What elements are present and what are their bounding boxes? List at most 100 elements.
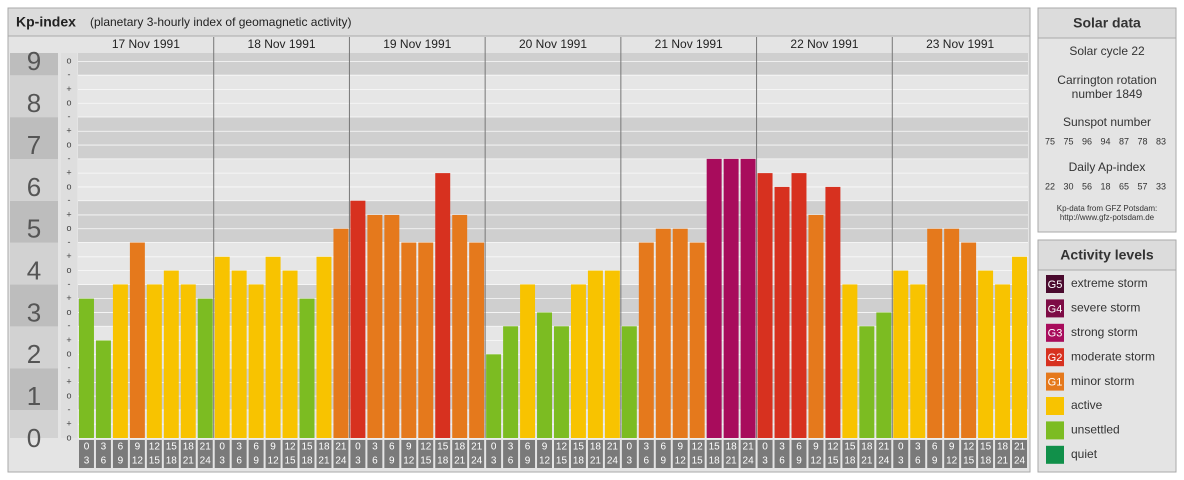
- hour-start-label: 3: [236, 442, 242, 453]
- ap-value: 57: [1137, 181, 1147, 191]
- hour-end-label: 15: [692, 456, 704, 467]
- y-tick-label: 1: [27, 381, 41, 411]
- legend-title-bar: [1037, 239, 1177, 271]
- ap-value: 30: [1063, 181, 1073, 191]
- minor-tick-label: -: [68, 404, 71, 414]
- bar: [503, 326, 519, 438]
- hour-box: [367, 440, 383, 468]
- bar: [740, 158, 756, 438]
- hour-start-label: 15: [437, 442, 449, 453]
- hour-box: [435, 440, 451, 468]
- hour-end-label: 9: [253, 456, 259, 467]
- ap-value: 56: [1082, 181, 1092, 191]
- bar: [570, 284, 586, 438]
- ap-value: 65: [1119, 181, 1129, 191]
- bar: [79, 298, 94, 438]
- y-tick-label: 6: [27, 172, 41, 202]
- hour-box: [79, 440, 94, 468]
- bar: [163, 270, 179, 438]
- hour-box: [859, 440, 875, 468]
- bar: [723, 158, 739, 438]
- hour-box: [995, 440, 1011, 468]
- solar-title: Solar data: [1073, 15, 1141, 31]
- hour-end-label: 18: [573, 456, 585, 467]
- hour-start-label: 0: [491, 442, 497, 453]
- minor-tick-label: +: [66, 251, 71, 261]
- hour-start-label: 6: [118, 442, 124, 453]
- bar: [757, 173, 773, 438]
- hour-box: [214, 440, 230, 468]
- hour-start-label: 0: [627, 442, 633, 453]
- minor-tick-label: o: [66, 432, 71, 442]
- bar: [231, 270, 247, 438]
- sunspot-title: Sunspot number: [1063, 115, 1151, 129]
- legend-code: G4: [1048, 303, 1063, 315]
- bar: [95, 340, 111, 438]
- hour-end-label: 21: [183, 456, 195, 467]
- hour-box: [1012, 440, 1027, 468]
- bar: [791, 173, 807, 438]
- minor-tick-label: -: [68, 237, 71, 247]
- bar: [842, 284, 858, 438]
- legend-code: G2: [1048, 352, 1063, 364]
- hour-box: [486, 440, 502, 468]
- bar: [197, 298, 213, 438]
- ap-value: 18: [1100, 181, 1110, 191]
- hour-end-label: 3: [491, 456, 497, 467]
- bar: [706, 158, 722, 438]
- hour-end-label: 3: [627, 456, 633, 467]
- y-label-box: [10, 159, 58, 201]
- hour-end-label: 24: [335, 456, 347, 467]
- minor-tick-label: o: [66, 56, 71, 66]
- hour-start-label: 0: [219, 442, 225, 453]
- hour-box: [554, 440, 569, 468]
- bar: [520, 284, 536, 438]
- hour-box: [604, 440, 620, 468]
- sunspot-value: 96: [1082, 136, 1092, 146]
- hour-start-label: 3: [372, 442, 378, 453]
- minor-tick-label: -: [68, 321, 71, 331]
- bar: [859, 326, 875, 438]
- minor-tick-label: -: [68, 70, 71, 80]
- hour-box: [112, 440, 128, 468]
- bar: [129, 242, 145, 438]
- minor-tick-label: -: [68, 195, 71, 205]
- hour-start-label: 9: [813, 442, 819, 453]
- hour-box: [180, 440, 196, 468]
- ap-value: 22: [1045, 181, 1055, 191]
- hour-box: [740, 440, 756, 468]
- minor-tick-label: o: [66, 307, 71, 317]
- minor-tick-label: o: [66, 265, 71, 275]
- hour-end-label: 6: [779, 456, 785, 467]
- ap-value: 33: [1156, 181, 1166, 191]
- hour-box: [587, 440, 603, 468]
- bar: [214, 256, 230, 438]
- hour-end-label: 21: [861, 456, 873, 467]
- hour-start-label: 6: [660, 442, 666, 453]
- hour-start-label: 3: [508, 442, 514, 453]
- hour-box: [333, 440, 349, 468]
- hour-start-label: 9: [949, 442, 955, 453]
- y-label-box: [10, 326, 58, 369]
- hour-end-label: 3: [219, 456, 225, 467]
- hour-box: [961, 440, 977, 468]
- legend-code: G5: [1048, 279, 1063, 291]
- band: [78, 159, 1028, 201]
- hour-end-label: 18: [437, 456, 449, 467]
- sunspot-value: 75: [1045, 136, 1055, 146]
- hour-start-label: 3: [101, 442, 107, 453]
- hour-start-label: 18: [318, 442, 330, 453]
- hour-box: [927, 440, 943, 468]
- chart-subtitle: (planetary 3-hourly index of geomagnetic…: [90, 15, 351, 29]
- hour-end-label: 21: [726, 456, 738, 467]
- bar: [672, 228, 688, 438]
- y-tick-label: 3: [27, 297, 41, 327]
- minor-tick-label: o: [66, 391, 71, 401]
- hour-end-label: 18: [709, 456, 721, 467]
- hour-start-label: 9: [135, 442, 141, 453]
- hour-end-label: 12: [268, 456, 280, 467]
- day-label: 19 Nov 1991: [383, 37, 451, 51]
- chart-title: Kp-index: [16, 14, 76, 30]
- hour-end-label: 18: [980, 456, 992, 467]
- hour-box: [876, 440, 892, 468]
